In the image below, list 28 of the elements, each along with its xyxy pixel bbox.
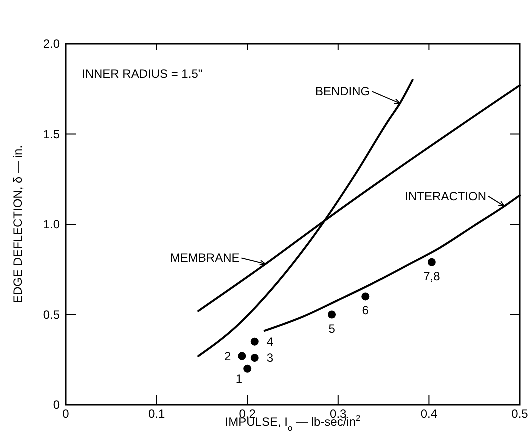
annotation: 2: [224, 349, 232, 364]
y-tick-label: 1.5: [43, 127, 60, 142]
point: [238, 352, 246, 360]
point: [428, 258, 436, 266]
annotation: 6: [362, 304, 370, 318]
legend-label: INTERACTION: [405, 189, 487, 204]
point: [244, 364, 252, 373]
legend-label: BENDING: [315, 84, 370, 99]
point: [362, 292, 370, 301]
annotation: 3: [266, 351, 274, 366]
y-tick-label: 0: [53, 398, 60, 412]
x-tick-label: 0.1: [148, 407, 166, 421]
annotation: 1: [236, 372, 243, 386]
y-tick-label: 1.0: [43, 218, 60, 232]
y-tick-label: 0.5: [43, 308, 60, 322]
y-axis-title: EDGE DEFLECTION, δ — in.: [11, 145, 25, 304]
point: [328, 310, 336, 319]
point: [250, 354, 259, 362]
x-tick-label: 0.4: [420, 407, 438, 421]
x-tick-label: 0: [62, 407, 70, 421]
x-tick-label: 0.5: [512, 407, 529, 421]
annotation: INNER RADIUS = 1.5": [82, 67, 203, 81]
point: [250, 338, 259, 346]
annotation: 7,8: [424, 269, 441, 284]
legend-label: MEMBRANE: [170, 251, 240, 266]
y-tick-label: 2.0: [43, 37, 60, 51]
annotation: 4: [266, 334, 274, 349]
annotation: 5: [328, 322, 336, 336]
